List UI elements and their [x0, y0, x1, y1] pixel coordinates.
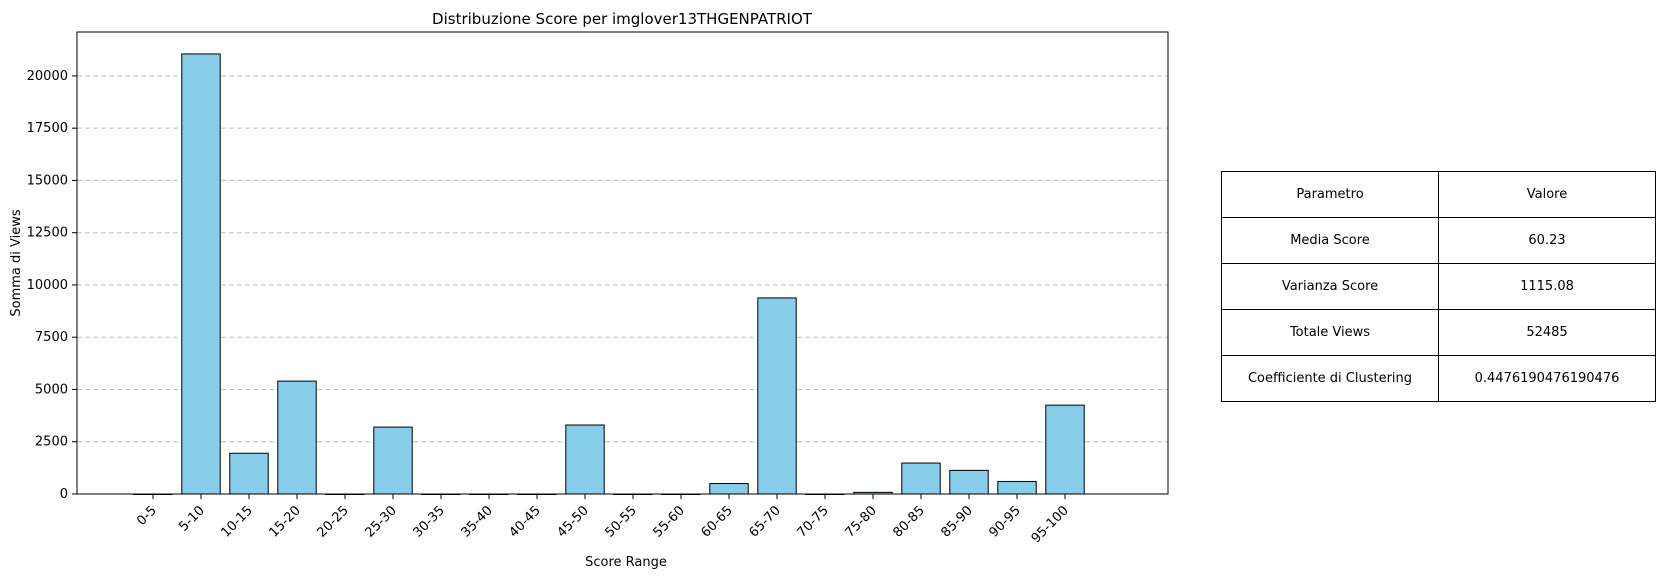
table-header-row: Parametro Valore [1221, 171, 1656, 218]
bar-60-65 [709, 483, 749, 495]
y-tick-label: 10000 [27, 278, 68, 293]
y-axis-label: Somma di Views [9, 209, 24, 316]
x-tick-label: 90-95 [987, 503, 1024, 540]
x-axis-label: Score Range [585, 555, 667, 570]
x-tick-label: 0-5 [134, 503, 160, 529]
x-tick-label: 60-65 [699, 503, 736, 540]
chart-title: Distribuzione Score per imglover13THGENP… [432, 10, 813, 28]
plot-frame [76, 31, 1169, 495]
y-tick-label: 17500 [27, 121, 68, 136]
bar-10-15 [229, 452, 269, 495]
table-header-cell: Valore [1438, 171, 1656, 218]
bar-95-100 [1045, 404, 1085, 495]
table-cell-value: 1115.08 [1438, 263, 1656, 310]
x-tick-label: 10-15 [219, 503, 256, 540]
y-tick-label: 0 [60, 487, 68, 502]
table-cell-parameter: Media Score [1221, 217, 1439, 264]
x-tick-label: 25-30 [363, 503, 400, 540]
table-row: Media Score 60.23 [1221, 217, 1656, 264]
table-row: Coefficiente di Clustering 0.44761904761… [1221, 355, 1656, 402]
x-tick-label: 40-45 [507, 503, 544, 540]
bar-25-30 [373, 426, 413, 495]
bar-80-85 [901, 462, 941, 495]
table-cell-parameter: Totale Views [1221, 309, 1439, 356]
table-cell-value: 60.23 [1438, 217, 1656, 264]
bar-85-90 [949, 469, 989, 495]
y-tick-label: 7500 [35, 330, 68, 345]
table-cell-parameter: Coefficiente di Clustering [1221, 355, 1439, 402]
table-cell-value: 0.4476190476190476 [1438, 355, 1656, 402]
bar-90-95 [997, 480, 1037, 495]
x-tick-label: 15-20 [267, 503, 304, 540]
x-tick-label: 65-70 [747, 503, 784, 540]
table-header-cell: Parametro [1221, 171, 1439, 218]
x-tick-label: 70-75 [795, 503, 832, 540]
x-tick-label: 20-25 [315, 503, 352, 540]
y-tick-label: 5000 [35, 382, 68, 397]
x-tick-label: 35-40 [459, 503, 496, 540]
x-tick-label: 30-35 [411, 503, 448, 540]
x-tick-label: 55-60 [651, 503, 688, 540]
x-tick-label: 85-90 [939, 503, 976, 540]
x-tick-label: 45-50 [555, 503, 592, 540]
table-cell-value: 52485 [1438, 309, 1656, 356]
x-tick-label: 95-100 [1029, 503, 1072, 546]
x-tick-label: 75-80 [843, 503, 880, 540]
y-tick-label: 20000 [27, 69, 68, 84]
bar-65-70 [757, 297, 797, 495]
bar-15-20 [277, 380, 317, 495]
table-cell-parameter: Varianza Score [1221, 263, 1439, 310]
x-tick-label: 50-55 [603, 503, 640, 540]
x-tick-label: 5-10 [176, 503, 207, 534]
x-tick-label: 80-85 [891, 503, 928, 540]
y-tick-label: 15000 [27, 173, 68, 188]
table-row: Varianza Score 1115.08 [1221, 263, 1656, 310]
y-tick-label: 2500 [35, 435, 68, 450]
bar-5-10 [181, 53, 221, 495]
y-tick-label: 12500 [27, 226, 68, 241]
bar-45-50 [565, 424, 605, 495]
table-row: Totale Views 52485 [1221, 309, 1656, 356]
stats-table: Parametro Valore Media Score 60.23 Varia… [1221, 171, 1656, 402]
